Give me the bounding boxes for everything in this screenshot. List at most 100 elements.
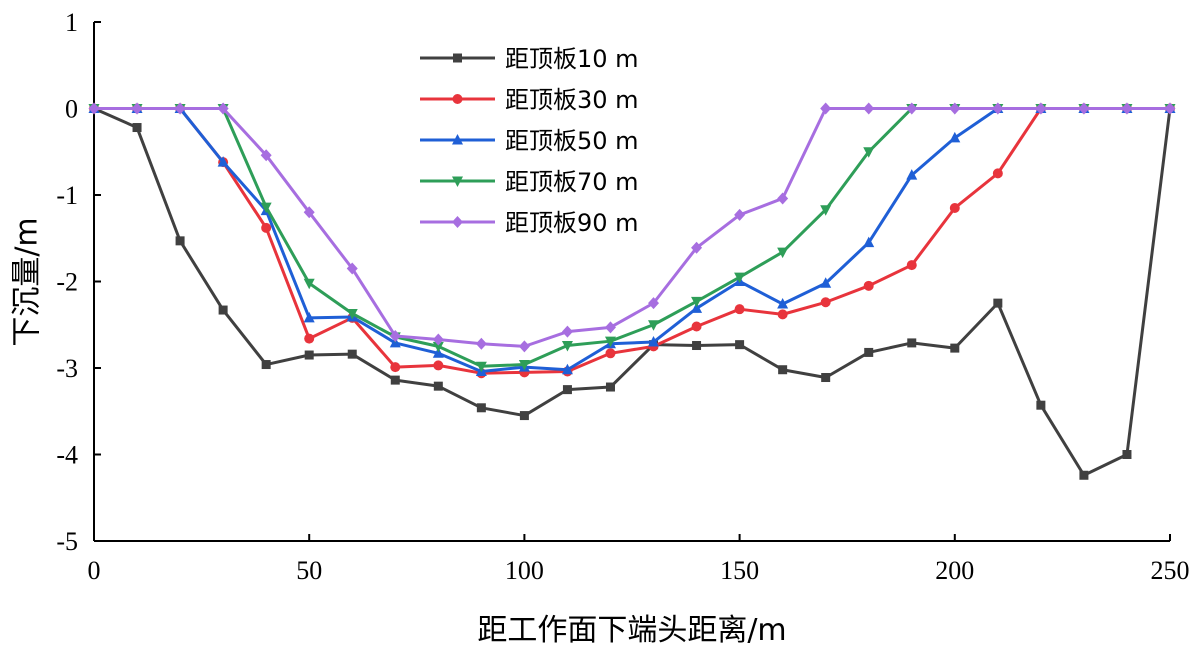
data-point — [561, 341, 573, 352]
data-point — [432, 333, 444, 346]
x-tick-label: 200 — [935, 556, 974, 585]
data-point — [604, 336, 616, 348]
data-point — [561, 325, 573, 338]
data-point — [691, 302, 703, 313]
y-tick-label: 1 — [65, 8, 78, 37]
y-tick-label: -2 — [56, 268, 78, 297]
data-point — [820, 297, 831, 308]
data-point — [1121, 102, 1133, 115]
data-point — [433, 381, 443, 391]
data-point — [820, 277, 832, 288]
data-point — [303, 206, 315, 219]
data-point — [734, 304, 745, 315]
data-point — [476, 403, 486, 413]
y-tick-label: -3 — [56, 354, 78, 383]
legend-label: 距顶板30 m — [505, 86, 639, 114]
data-point — [1036, 400, 1046, 410]
y-tick-label: -1 — [56, 181, 78, 210]
data-point — [304, 350, 314, 360]
data-point — [131, 102, 143, 115]
data-point — [906, 260, 917, 271]
data-point — [390, 375, 400, 385]
x-tick-label: 50 — [296, 556, 322, 585]
legend: 距顶板10 m 距顶板30 m 距顶板50 m 距顶板70 m 距顶板90 m — [420, 45, 639, 237]
data-point — [777, 309, 788, 320]
data-point — [304, 333, 315, 344]
data-point — [863, 236, 875, 248]
data-point — [347, 349, 357, 359]
series-line — [94, 107, 1170, 348]
data-point — [562, 385, 572, 395]
x-tick-label: 100 — [505, 556, 544, 585]
data-point — [261, 360, 271, 370]
data-point — [692, 341, 702, 351]
series-layer — [88, 102, 1176, 480]
data-point — [88, 102, 100, 115]
series-1 — [89, 104, 1175, 480]
data-point — [1122, 450, 1132, 459]
x-axis-title: 距工作面下端头距离/m — [477, 613, 786, 648]
data-point — [218, 305, 228, 315]
data-point — [217, 156, 229, 167]
data-point — [518, 340, 530, 353]
data-point — [217, 102, 229, 115]
data-point — [648, 336, 660, 347]
data-point — [303, 311, 315, 323]
data-point — [691, 241, 703, 254]
data-point — [648, 320, 660, 331]
legend-item: 距顶板30 m — [420, 86, 639, 114]
data-point — [777, 192, 789, 205]
data-point — [863, 280, 874, 291]
data-point — [820, 205, 832, 216]
data-point — [561, 363, 573, 375]
legend-marker — [452, 94, 463, 104]
data-point — [132, 123, 142, 133]
y-tick-label: 0 — [65, 95, 78, 124]
data-point — [820, 102, 832, 115]
series-line — [94, 107, 1170, 373]
data-point — [777, 297, 789, 309]
data-point — [518, 360, 530, 371]
x-tick-label: 0 — [88, 556, 101, 585]
data-point — [863, 102, 875, 115]
legend-marker — [452, 134, 463, 145]
data-point — [346, 309, 358, 320]
y-tick-label: -5 — [56, 527, 78, 556]
data-point — [175, 236, 185, 246]
data-point — [261, 222, 272, 233]
data-point — [691, 321, 702, 332]
legend-label: 距顶板10 m — [505, 45, 639, 73]
x-tick-label: 250 — [1151, 556, 1190, 585]
data-point — [433, 360, 444, 371]
data-point — [949, 131, 961, 143]
data-point — [1079, 470, 1089, 480]
legend-marker — [452, 216, 463, 228]
plot-area: 0 50 100 150 200 250 1 0 -1 -2 -3 -4 -5 — [56, 8, 1189, 585]
data-point — [604, 321, 616, 334]
data-point — [950, 343, 960, 353]
data-point — [949, 102, 961, 115]
legend-item: 距顶板10 m — [420, 45, 639, 73]
legend-item: 距顶板70 m — [420, 168, 639, 196]
x-tick-label: 150 — [720, 556, 759, 585]
data-point — [1164, 102, 1176, 115]
series-line — [93, 107, 1172, 477]
data-point — [260, 149, 272, 162]
data-point — [389, 329, 401, 342]
legend-marker — [452, 176, 463, 187]
x-ticks: 0 50 100 150 200 250 — [88, 534, 1190, 585]
legend-label: 距顶板50 m — [505, 127, 639, 155]
y-tick-label: -4 — [56, 441, 78, 470]
legend-item: 距顶板90 m — [420, 209, 639, 237]
data-point — [1078, 102, 1090, 115]
data-point — [432, 347, 444, 358]
data-point — [475, 361, 487, 373]
data-point — [346, 262, 358, 275]
data-point — [992, 168, 1003, 179]
data-point — [821, 373, 831, 383]
legend-item: 距顶板50 m — [420, 127, 639, 155]
data-point — [949, 202, 960, 213]
y-axis-title: 下沉量/m — [10, 217, 45, 346]
data-point — [519, 411, 529, 421]
